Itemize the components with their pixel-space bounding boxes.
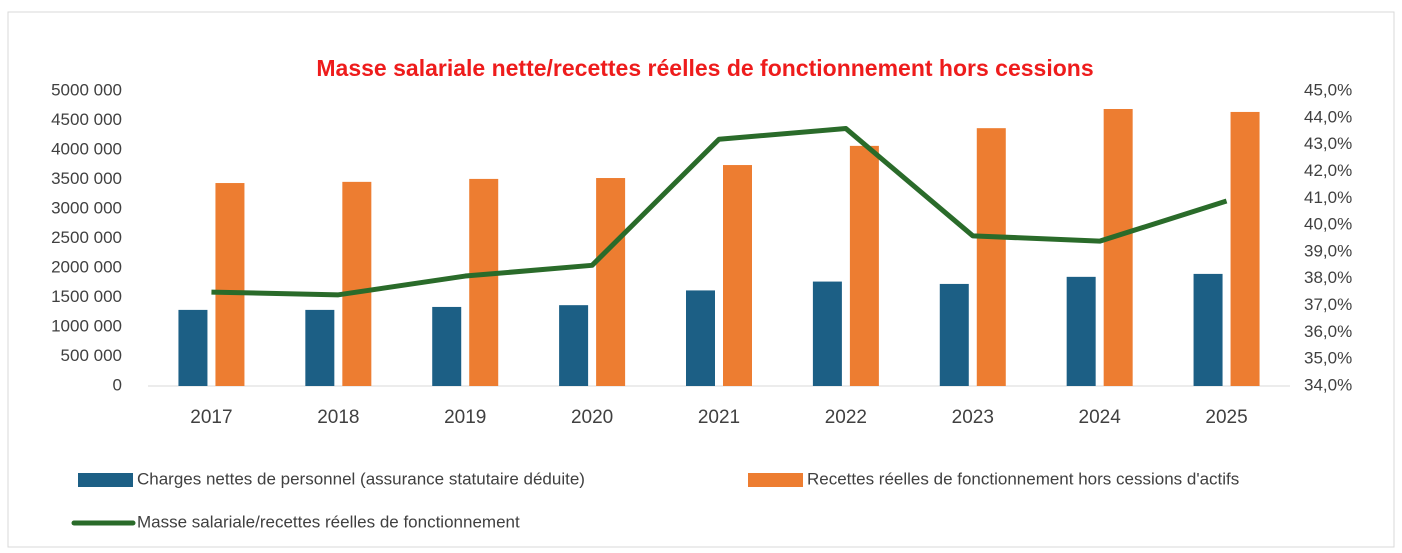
y-tick-label: 2500 000 (51, 228, 122, 247)
y2-tick-label: 35,0% (1304, 349, 1352, 368)
y2-tick-label: 37,0% (1304, 295, 1352, 314)
x-tick-label: 2024 (1079, 407, 1122, 428)
bar (849, 145, 879, 386)
bar (432, 306, 462, 386)
y-tick-label: 0 (113, 375, 122, 394)
bar (1230, 111, 1260, 386)
y2-tick-label: 43,0% (1304, 134, 1352, 153)
y-tick-label: 1000 000 (51, 316, 122, 335)
bar (939, 283, 969, 386)
bar (305, 309, 335, 386)
bar (976, 128, 1006, 387)
y-tick-label: 2000 000 (51, 257, 122, 276)
y2-tick-label: 40,0% (1304, 215, 1352, 234)
bar (812, 281, 842, 386)
legend-label: Recettes réelles de fonctionnement hors … (807, 469, 1239, 488)
bar (342, 181, 372, 386)
bar (1103, 108, 1133, 387)
y2-tick-label: 41,0% (1304, 188, 1352, 207)
bar (215, 183, 245, 386)
bar (596, 178, 626, 386)
x-tick-label: 2019 (444, 407, 486, 428)
y-tick-label: 1500 000 (51, 287, 122, 306)
x-tick-label: 2025 (1205, 407, 1247, 428)
legend-label: Masse salariale/recettes réelles de fonc… (137, 512, 520, 531)
y-tick-label: 4500 000 (51, 110, 122, 129)
legend-label: Charges nettes de personnel (assurance s… (137, 469, 585, 488)
x-tick-label: 2017 (190, 407, 232, 428)
bar (178, 309, 208, 386)
x-tick-label: 2021 (698, 407, 740, 428)
y2-tick-label: 34,0% (1304, 375, 1352, 394)
y-tick-label: 500 000 (61, 346, 122, 365)
chart-title: Masse salariale nette/recettes réelles d… (316, 55, 1093, 81)
y-tick-label: 4000 000 (51, 139, 122, 158)
y-tick-label: 5000 000 (51, 80, 122, 99)
bar (1193, 273, 1223, 386)
bar (559, 305, 589, 386)
bar (469, 178, 499, 386)
line-series (211, 126, 1228, 298)
y2-tick-label: 44,0% (1304, 107, 1352, 126)
y2-tick-label: 42,0% (1304, 161, 1352, 180)
x-tick-label: 2023 (952, 407, 994, 428)
y-tick-label: 3500 000 (51, 169, 122, 188)
x-tick-label: 2020 (571, 407, 613, 428)
legend-swatch (748, 473, 803, 487)
legend-swatch (78, 473, 133, 487)
y2-tick-label: 38,0% (1304, 268, 1352, 287)
y2-tick-label: 36,0% (1304, 322, 1352, 341)
y-tick-label: 3000 000 (51, 198, 122, 217)
x-tick-label: 2018 (317, 407, 359, 428)
bar (1066, 276, 1096, 386)
x-tick-label: 2022 (825, 407, 867, 428)
y2-tick-label: 45,0% (1304, 80, 1352, 99)
bar (723, 165, 752, 386)
bar (686, 290, 715, 386)
y2-tick-label: 39,0% (1304, 241, 1352, 260)
